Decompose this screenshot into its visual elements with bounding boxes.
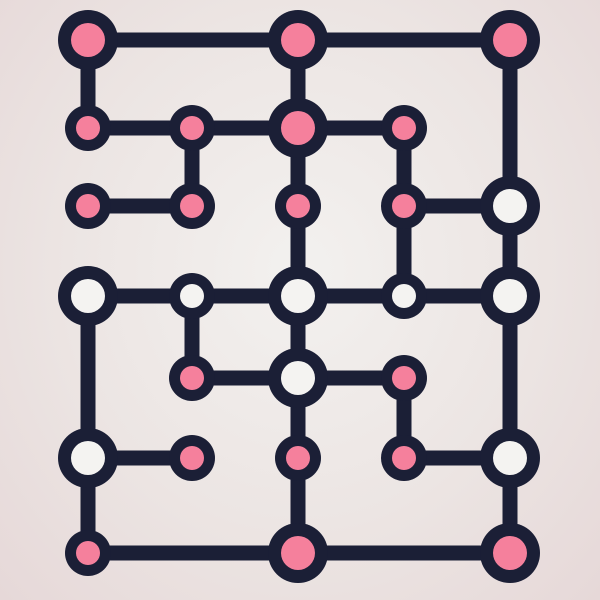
node-lit-core <box>392 116 416 140</box>
node-r4c3[interactable] <box>381 355 427 401</box>
node-r6c2[interactable] <box>268 523 328 583</box>
node-r5c1[interactable] <box>169 435 215 481</box>
node-r4c1[interactable] <box>169 355 215 401</box>
node-r2c2[interactable] <box>275 183 321 229</box>
node-lit-core <box>281 536 315 570</box>
node-unlit-core <box>493 189 527 223</box>
node-lit-core <box>76 194 100 218</box>
node-r2c0[interactable] <box>65 183 111 229</box>
node-unlit-core <box>281 279 315 313</box>
node-lit-core <box>281 23 315 57</box>
node-unlit-core <box>493 279 527 313</box>
node-lit-core <box>286 446 310 470</box>
node-lit-core <box>392 194 416 218</box>
node-r3c2[interactable] <box>268 266 328 326</box>
node-unlit-core <box>392 284 416 308</box>
node-r0c0[interactable] <box>58 10 118 70</box>
node-r0c2[interactable] <box>268 10 328 70</box>
node-r1c0[interactable] <box>65 105 111 151</box>
node-lit-core <box>76 541 100 565</box>
node-r0c4[interactable] <box>480 10 540 70</box>
node-r5c4[interactable] <box>480 428 540 488</box>
node-r1c1[interactable] <box>169 105 215 151</box>
node-r2c1[interactable] <box>169 183 215 229</box>
node-lit-core <box>493 23 527 57</box>
node-unlit-core <box>180 284 204 308</box>
node-r2c4[interactable] <box>480 176 540 236</box>
node-r6c4[interactable] <box>480 523 540 583</box>
node-lit-core <box>180 446 204 470</box>
node-lit-core <box>286 194 310 218</box>
node-lit-core <box>71 23 105 57</box>
node-lit-core <box>76 116 100 140</box>
node-lit-core <box>281 111 315 145</box>
node-lit-core <box>392 366 416 390</box>
node-r5c2[interactable] <box>275 435 321 481</box>
node-unlit-core <box>281 361 315 395</box>
node-r1c3[interactable] <box>381 105 427 151</box>
node-lit-core <box>493 536 527 570</box>
node-lit-core <box>392 446 416 470</box>
node-unlit-core <box>71 441 105 475</box>
node-r3c3[interactable] <box>381 273 427 319</box>
node-r5c3[interactable] <box>381 435 427 481</box>
node-lit-core <box>180 194 204 218</box>
node-lit-core <box>180 116 204 140</box>
node-unlit-core <box>71 279 105 313</box>
node-r3c0[interactable] <box>58 266 118 326</box>
node-r1c2[interactable] <box>268 98 328 158</box>
nodes-layer <box>58 10 540 583</box>
node-r3c4[interactable] <box>480 266 540 326</box>
node-r4c2[interactable] <box>268 348 328 408</box>
node-r6c0[interactable] <box>65 530 111 576</box>
node-r2c3[interactable] <box>381 183 427 229</box>
node-lit-core <box>180 366 204 390</box>
node-r3c1[interactable] <box>169 273 215 319</box>
node-r5c0[interactable] <box>58 428 118 488</box>
node-unlit-core <box>493 441 527 475</box>
